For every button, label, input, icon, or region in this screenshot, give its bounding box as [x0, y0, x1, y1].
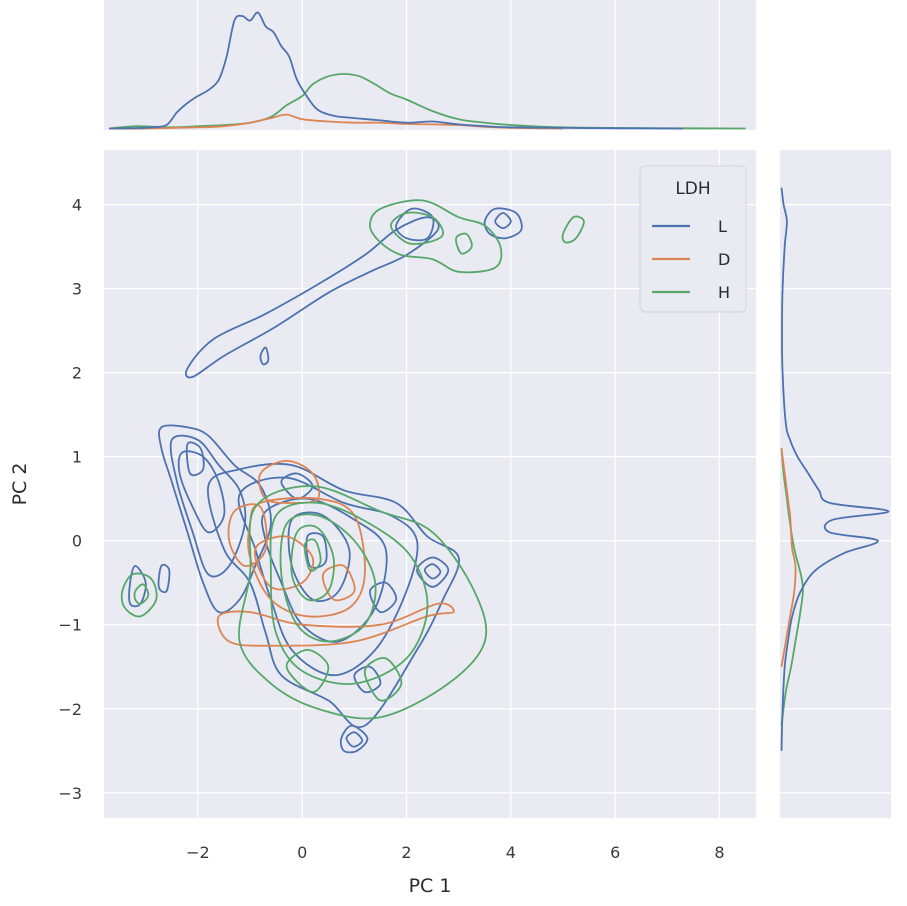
contour-L: [305, 532, 328, 569]
contour-L: [177, 450, 226, 534]
x-tick-label: −2: [186, 843, 210, 862]
y-tick-label: 1: [72, 448, 82, 467]
contour-L: [345, 731, 364, 748]
contour-H: [390, 211, 444, 245]
contour-L: [369, 581, 398, 614]
legend-title: LDH: [675, 179, 710, 199]
contour-L: [353, 665, 382, 694]
top-marginal-grid: [197, 0, 721, 130]
right-marginal-background: [780, 150, 891, 818]
contour-H: [120, 572, 158, 618]
contour-D: [258, 460, 321, 504]
contour-L: [339, 724, 369, 754]
contour-L: [494, 212, 512, 229]
contour-H: [561, 215, 585, 244]
contour-L: [185, 216, 440, 379]
y-tick-label: −3: [58, 784, 82, 803]
contour-H: [369, 199, 503, 274]
contour-L: [423, 563, 442, 580]
right-marginal-curves: [780, 187, 890, 751]
marginal-y-curve-H: [780, 448, 804, 726]
contour-H: [363, 657, 403, 702]
legend-label-L: L: [718, 217, 727, 236]
legend-entries: LDH: [652, 217, 730, 302]
y-tick-label: 2: [72, 364, 82, 383]
contour-H: [285, 649, 330, 693]
legend-label-D: D: [718, 250, 730, 269]
y-tick-label: 3: [72, 280, 82, 299]
contour-H: [269, 501, 429, 685]
x-tick-label: 0: [297, 843, 307, 862]
y-tick-label: −2: [58, 700, 82, 719]
x-tick-label: 4: [506, 843, 516, 862]
contour-L: [416, 556, 450, 588]
y-axis-label: PC 2: [9, 463, 31, 506]
marginal-x-curve-L: [109, 11, 684, 130]
right-marginal-grid: [780, 203, 891, 794]
top-marginal-panel: [104, 0, 756, 130]
top-marginal-background: [104, 0, 756, 130]
marginal-y-curve-D: [780, 448, 797, 667]
y-tick-label: −1: [58, 616, 82, 635]
contour-D: [247, 496, 366, 618]
legend-label-H: H: [718, 283, 730, 302]
x-tick-label: 8: [714, 843, 724, 862]
contour-H: [303, 538, 322, 572]
contour-D: [216, 602, 455, 647]
contour-D: [321, 564, 356, 602]
legend-box: [639, 165, 747, 313]
x-axis-label: PC 1: [409, 875, 452, 897]
contour-H: [133, 583, 150, 605]
contour-L: [395, 207, 435, 242]
contour-H: [290, 524, 335, 602]
joint-contours: [120, 199, 585, 754]
contour-L: [185, 441, 205, 477]
x-tick-labels: −2 0 2 4 6 8: [186, 843, 724, 862]
contour-L: [169, 434, 247, 578]
contour-H: [279, 513, 377, 643]
x-tick-label: 6: [610, 843, 620, 862]
y-tick-label: 0: [72, 532, 82, 551]
contour-L: [128, 565, 147, 608]
contour-L: [157, 563, 171, 594]
right-marginal-panel: [780, 150, 891, 818]
y-tick-labels: −3 −2 −1 0 1 2 3 4: [58, 196, 82, 803]
marginal-y-curve-L: [780, 187, 890, 751]
contour-H: [238, 485, 488, 720]
x-tick-label: 2: [401, 843, 411, 862]
top-marginal-curves: [109, 11, 746, 130]
contour-L: [207, 462, 460, 729]
legend: LDH LDH: [639, 165, 747, 313]
y-tick-label: 4: [72, 196, 82, 215]
contour-L: [483, 207, 523, 240]
contour-H: [455, 232, 473, 255]
contour-L: [259, 346, 270, 366]
